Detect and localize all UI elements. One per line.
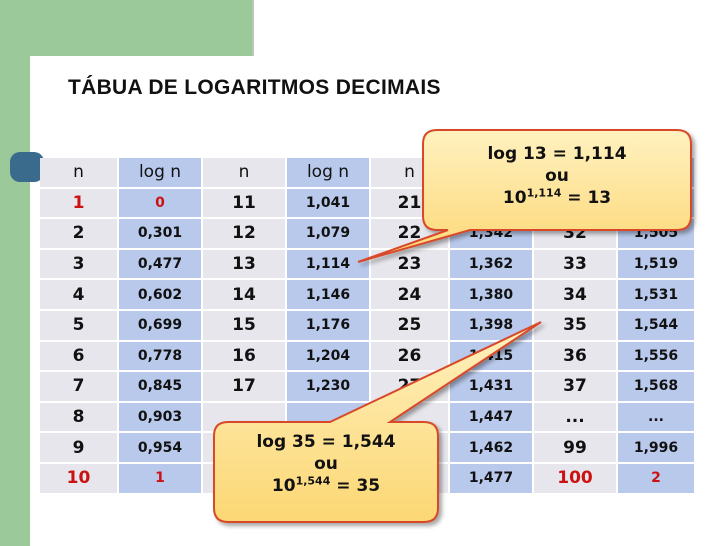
bullet-icon [10,152,44,182]
cell-r4-c6: 35 [534,310,616,340]
cell-r8-c7: 1,996 [618,433,694,462]
cell-r6-c0: 7 [40,372,117,401]
cell-r6-c7: 1,568 [618,372,694,401]
cell-r7-c6: ... [534,402,616,432]
cell-r5-c6: 36 [534,341,616,371]
cell-r3-c0: 4 [40,280,117,309]
cell-r1-c3: 1,079 [287,219,369,248]
cell-r5-c1: 0,778 [119,341,201,371]
cell-r6-c5: 1,431 [450,372,532,401]
cell-r1-c1: 0,301 [119,219,201,248]
cell-r3-c4: 24 [371,280,448,309]
cell-r2-c0: 3 [40,249,117,279]
cell-r6-c2: 17 [203,372,285,401]
cell-r2-c1: 0,477 [119,249,201,279]
cell-r5-c7: 1,556 [618,341,694,371]
cell-r6-c3: 1,230 [287,372,369,401]
cell-r3-c2: 14 [203,280,285,309]
cell-r8-c0: 9 [40,433,117,462]
cell-r7-c7: ... [618,402,694,432]
cell-r0-c0: 1 [40,188,117,218]
decor-green-strip [0,0,30,546]
callout-top-text: log 13 = 1,114 ou 101,114 = 13 [426,144,688,209]
cell-r5-c4: 26 [371,341,448,371]
header-cell-0: n [40,158,117,187]
cell-r1-c2: 12 [203,219,285,248]
cell-r5-c3: 1,204 [287,341,369,371]
callout-top-equation: 101,114 = 13 [502,185,612,208]
table-row: 3 0,477 13 1,114 23 1,362 33 1,519 [40,249,694,279]
callout-bottom-text: log 35 = 1,544 ou 101,544 = 35 [216,432,436,497]
cell-r6-c6: 37 [534,372,616,401]
cell-r2-c6: 33 [534,249,616,279]
cell-r4-c0: 5 [40,310,117,340]
table-row: 4 0,602 14 1,146 24 1,380 34 1,531 [40,280,694,309]
cell-r5-c2: 16 [203,341,285,371]
cell-r6-c1: 0,845 [119,372,201,401]
cell-r7-c0: 8 [40,402,117,432]
cell-r0-c2: 11 [203,188,285,218]
callout-bottom-bubble [213,321,542,523]
cell-r3-c6: 34 [534,280,616,309]
header-cell-1: log n [119,158,201,187]
cell-r2-c3: 1,114 [287,249,369,279]
cell-r4-c7: 1,544 [618,310,694,340]
cell-r9-c0: 10 [40,463,117,493]
cell-r7-c5: 1,447 [450,402,532,432]
table-row: 5 0,699 15 1,176 25 1,398 35 1,544 [40,310,694,340]
cell-r2-c5: 1,362 [450,249,532,279]
callout-top-line2: ou [545,165,569,186]
callout-bottom-line2: ou [314,453,338,474]
cell-r4-c4: 25 [371,310,448,340]
cell-r4-c1: 0,699 [119,310,201,340]
cell-r1-c0: 2 [40,219,117,248]
callout-bottom-equation: 101,544 = 35 [271,473,381,496]
cell-r9-c7: 2 [618,463,694,493]
cell-r0-c1: 0 [119,188,201,218]
header-cell-2: n [203,158,285,187]
cell-r9-c1: 1 [119,463,201,493]
callout-top-line1: log 13 = 1,114 [487,144,627,164]
cell-r0-c3: 1,041 [287,188,369,218]
page-title: TÁBUA DE LOGARITMOS DECIMAIS [68,76,441,99]
callout-top-bubble [357,129,692,263]
cell-r9-c6: 100 [534,463,616,493]
cell-r2-c2: 13 [203,249,285,279]
cell-r7-c1: 0,903 [119,402,201,432]
cell-r8-c1: 0,954 [119,433,201,462]
cell-r8-c5: 1,462 [450,433,532,462]
cell-r4-c2: 15 [203,310,285,340]
cell-r2-c7: 1,519 [618,249,694,279]
cell-r3-c1: 0,602 [119,280,201,309]
header-cell-3: log n [287,158,369,187]
cell-r3-c7: 1,531 [618,280,694,309]
cell-r8-c6: 99 [534,433,616,462]
cell-r3-c5: 1,380 [450,280,532,309]
cell-r5-c0: 6 [40,341,117,371]
cell-r3-c3: 1,146 [287,280,369,309]
cell-r4-c3: 1,176 [287,310,369,340]
callout-bottom-line1: log 35 = 1,544 [256,432,396,452]
cell-r9-c5: 1,477 [450,463,532,493]
decor-divider [252,0,254,56]
